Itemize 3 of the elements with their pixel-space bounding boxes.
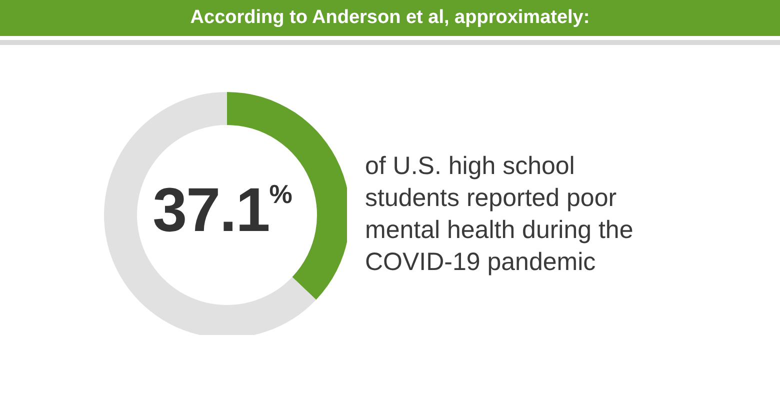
text: According to Anderson et al, approximately: [0, 0, 780, 36]
text: of U.S. high school students reported poor mental health during the COVID-19 pandemic [365, 151, 634, 278]
text: 37.1$^{%}$ [152, 174, 292, 246]
